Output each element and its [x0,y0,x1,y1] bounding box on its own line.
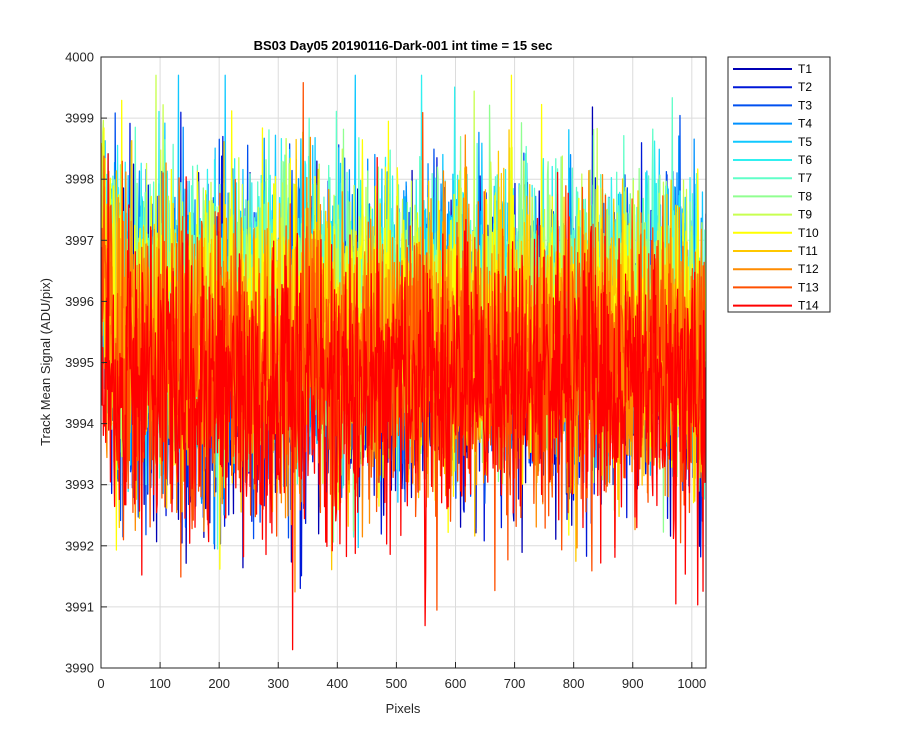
y-axis-ticks: 3990 3991 3992 3993 3994 3995 3996 3997 3998 3999… [65,50,107,676]
y-tick-label: 3991 [65,599,94,614]
legend-label: T8 [798,189,812,203]
legend-label: T14 [798,299,819,313]
y-tick-label: 3999 [65,111,94,126]
x-tick-label: 500 [386,676,408,691]
x-axis-label: Pixels [386,701,421,716]
legend-label: T2 [798,80,812,94]
legend-label: T1 [798,62,812,76]
legend-label: T3 [798,98,812,112]
x-tick-label: 400 [326,676,348,691]
legend-label: T4 [798,117,812,131]
x-tick-label: 800 [563,676,585,691]
legend-label: T5 [798,135,812,149]
y-tick-label: 3998 [65,172,94,187]
series-lines [101,74,706,651]
x-tick-label: 1000 [677,676,706,691]
y-axis-label: Track Mean Signal (ADU/pix) [38,278,53,446]
x-tick-label: 200 [208,676,230,691]
y-tick-label: 3993 [65,477,94,492]
legend: T1 T2 T3 T4 T5 T6 T7 T8 T9 T10 T11 T12 T13 T14 [727,56,831,313]
legend-label: T6 [798,153,812,167]
x-tick-label: 0 [97,676,104,691]
x-tick-label: 600 [445,676,467,691]
x-tick-label: 700 [504,676,526,691]
y-tick-label: 4000 [65,50,94,65]
y-tick-label: 3997 [65,233,94,248]
series-line-t14 [101,153,706,651]
legend-label: T7 [798,171,812,185]
y-tick-label: 3995 [65,355,94,370]
y-tick-label: 3996 [65,294,94,309]
x-tick-label: 900 [622,676,644,691]
y-tick-label: 3994 [65,416,94,431]
y-tick-label: 3990 [65,661,94,676]
x-axis-ticks: 0 100 200 300 400 500 600 700 800 900 1000 [97,662,706,691]
legend-label: T9 [798,208,812,222]
legend-label: T13 [798,280,819,294]
chart-title: BS03 Day05 20190116-Dark-001 int time = … [254,38,553,53]
x-tick-label: 100 [149,676,171,691]
y-tick-label: 3992 [65,538,94,553]
legend-label: T11 [798,244,818,258]
x-tick-label: 300 [267,676,289,691]
legend-label: T10 [798,226,819,240]
legend-label: T12 [798,262,819,276]
